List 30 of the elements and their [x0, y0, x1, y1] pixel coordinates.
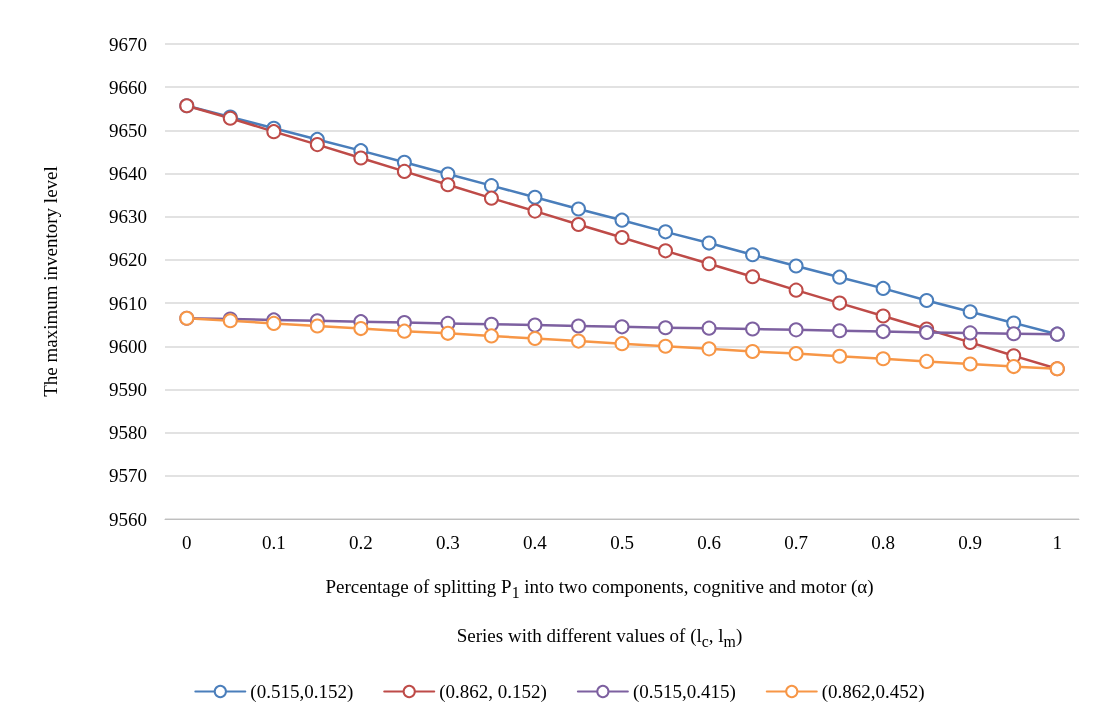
x-tick-label: 1: [1052, 532, 1062, 553]
y-tick-label: 9610: [109, 292, 147, 314]
y-tick-label: 9570: [109, 465, 147, 487]
y-tick-label: 9660: [109, 76, 147, 98]
x-tick-label: 0.2: [348, 532, 373, 553]
legend-label: (0.862,0.452): [821, 681, 925, 703]
x-tick-label: 0.8: [871, 532, 896, 553]
legend-label: (0.515,0.415): [632, 681, 736, 703]
legend-label: (0.515,0.152): [250, 681, 354, 703]
y-tick-label: 9670: [109, 33, 147, 55]
x-tick-label: 0.9: [958, 532, 983, 553]
y-tick-label: 9580: [109, 422, 147, 444]
y-tick-label: 9590: [109, 378, 147, 400]
x-tick-label: 0.6: [697, 532, 721, 553]
x-axis-title: Percentage of splitting P$_{1}$ into two components, cognitive and motor (α): [324, 576, 875, 602]
legend-title: Series with different values of (l$_{c}$, l$_{m}$): [455, 625, 744, 651]
y-tick-label: 9620: [109, 249, 147, 271]
y-tick-label: 9560: [109, 508, 147, 530]
x-tick-label: 0.4: [523, 532, 548, 553]
y-tick-label: 9630: [109, 206, 147, 228]
x-tick-label: 0.1: [261, 532, 286, 553]
x-tick-label: 0.7: [784, 532, 808, 553]
y-tick-label: 9600: [109, 335, 147, 357]
y-tick-label: 9650: [109, 119, 147, 141]
x-tick-label: 0: [182, 532, 192, 553]
y-axis-title: The maximum inventory level: [40, 166, 61, 397]
x-tick-label: 0.3: [436, 532, 460, 553]
y-tick-label: 9640: [109, 163, 147, 185]
x-tick-label: 0.5: [610, 532, 634, 553]
legend-label: (0.862, 0.152): [439, 681, 547, 703]
